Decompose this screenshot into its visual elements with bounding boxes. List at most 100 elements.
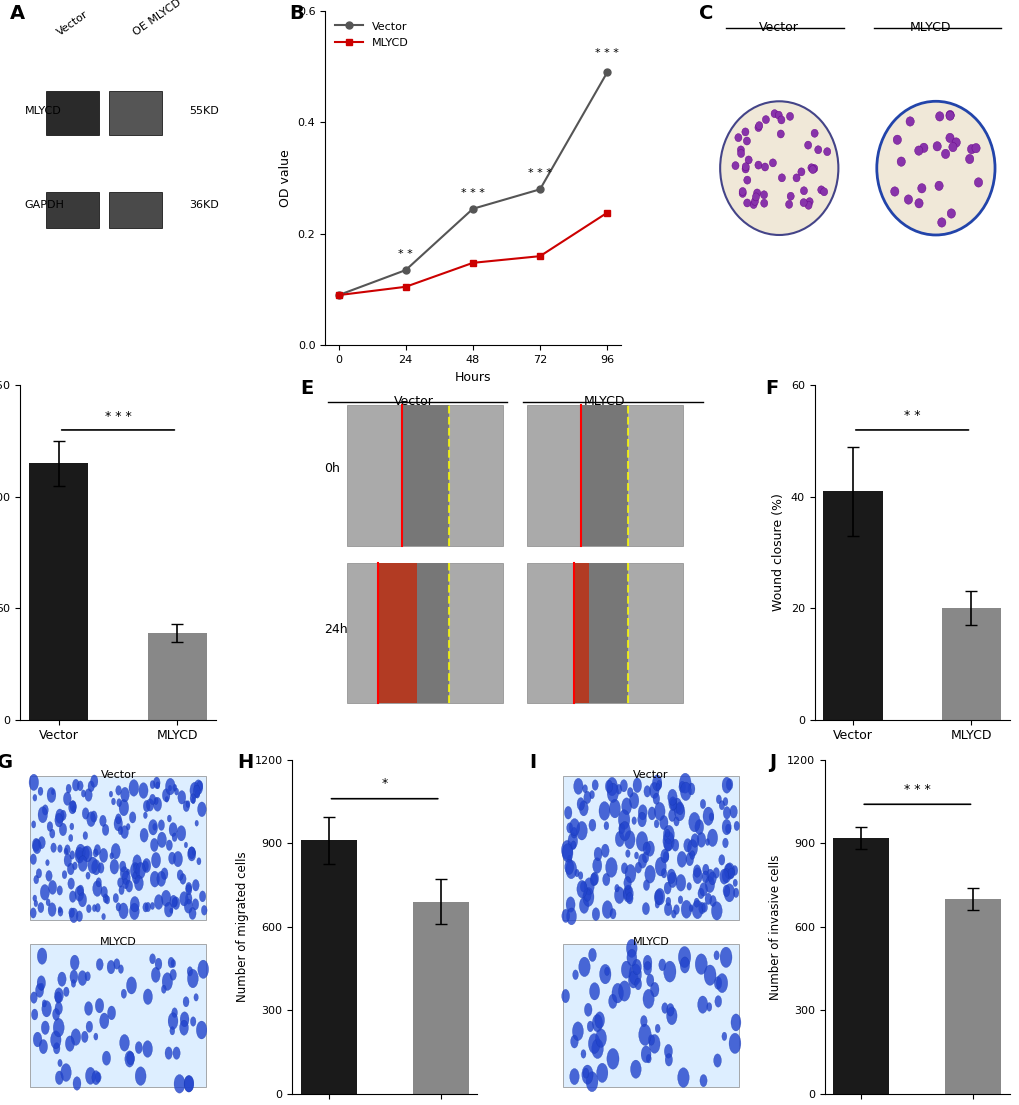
Circle shape [183, 1075, 194, 1092]
Text: * *: * * [903, 409, 919, 422]
Circle shape [53, 1009, 59, 1020]
Circle shape [755, 122, 762, 129]
Circle shape [570, 1035, 578, 1048]
Circle shape [567, 855, 572, 863]
Circle shape [614, 831, 624, 846]
Circle shape [38, 948, 47, 965]
Circle shape [723, 884, 734, 902]
Circle shape [55, 809, 64, 823]
Text: * * *: * * * [903, 783, 930, 796]
Circle shape [164, 903, 173, 917]
Circle shape [715, 794, 720, 803]
Circle shape [115, 813, 121, 824]
Circle shape [820, 188, 826, 196]
Circle shape [627, 788, 633, 797]
Circle shape [87, 905, 91, 913]
Circle shape [890, 187, 898, 197]
Circle shape [614, 884, 619, 892]
Circle shape [761, 116, 768, 124]
FancyBboxPatch shape [31, 944, 206, 1087]
Circle shape [196, 1021, 207, 1039]
Circle shape [712, 867, 718, 878]
Circle shape [68, 834, 72, 842]
Text: * * *: * * * [105, 410, 131, 423]
Circle shape [172, 785, 176, 791]
Circle shape [730, 806, 737, 818]
Circle shape [75, 844, 86, 861]
Circle shape [126, 977, 137, 995]
Circle shape [118, 827, 123, 834]
Circle shape [667, 789, 677, 806]
Circle shape [642, 852, 648, 863]
Circle shape [96, 958, 103, 970]
MLYCD [533, 250, 545, 263]
Circle shape [742, 162, 749, 170]
Circle shape [804, 141, 811, 149]
Vector [399, 263, 412, 276]
Circle shape [590, 873, 597, 886]
Circle shape [71, 806, 75, 812]
Circle shape [579, 897, 588, 914]
Circle shape [629, 964, 641, 985]
Circle shape [642, 903, 649, 915]
MLYCD [467, 256, 479, 270]
Circle shape [714, 996, 721, 1007]
Circle shape [654, 901, 659, 908]
Circle shape [139, 782, 148, 799]
Circle shape [654, 802, 664, 821]
Circle shape [168, 786, 171, 791]
Circle shape [153, 777, 160, 789]
Circle shape [702, 864, 708, 875]
Circle shape [145, 903, 151, 912]
Circle shape [589, 790, 594, 799]
Circle shape [38, 787, 43, 796]
Circle shape [63, 792, 71, 806]
Circle shape [731, 1014, 740, 1031]
Circle shape [676, 802, 683, 814]
Circle shape [945, 134, 953, 143]
Circle shape [777, 116, 785, 124]
Circle shape [173, 1046, 180, 1060]
Circle shape [114, 817, 122, 831]
Circle shape [799, 199, 806, 207]
Circle shape [971, 144, 979, 152]
Circle shape [144, 989, 152, 1004]
Circle shape [194, 786, 200, 797]
Circle shape [71, 1029, 81, 1045]
Circle shape [102, 1051, 110, 1065]
Circle shape [165, 778, 175, 794]
Circle shape [699, 883, 707, 896]
Circle shape [172, 897, 177, 907]
Circle shape [932, 141, 941, 151]
Circle shape [91, 811, 97, 822]
Circle shape [120, 825, 128, 839]
Vector [533, 182, 545, 196]
Circle shape [573, 778, 583, 794]
Circle shape [151, 967, 160, 982]
Circle shape [654, 857, 665, 876]
Circle shape [669, 799, 676, 810]
Circle shape [100, 1013, 109, 1029]
Circle shape [713, 977, 721, 989]
Circle shape [718, 801, 723, 810]
Circle shape [118, 903, 128, 919]
Circle shape [125, 881, 132, 892]
Circle shape [693, 898, 699, 907]
Circle shape [635, 862, 641, 873]
Circle shape [754, 161, 761, 169]
Circle shape [68, 908, 74, 917]
Circle shape [50, 829, 55, 838]
Circle shape [652, 775, 661, 791]
Circle shape [114, 959, 120, 969]
Circle shape [601, 844, 608, 857]
MLYCD [600, 206, 612, 219]
Circle shape [777, 173, 785, 182]
Circle shape [162, 972, 172, 990]
Circle shape [625, 850, 630, 857]
Circle shape [743, 199, 750, 207]
Circle shape [808, 166, 815, 173]
Text: MLYCD: MLYCD [584, 396, 625, 409]
Circle shape [567, 823, 573, 833]
Circle shape [623, 885, 633, 903]
Circle shape [574, 870, 579, 877]
